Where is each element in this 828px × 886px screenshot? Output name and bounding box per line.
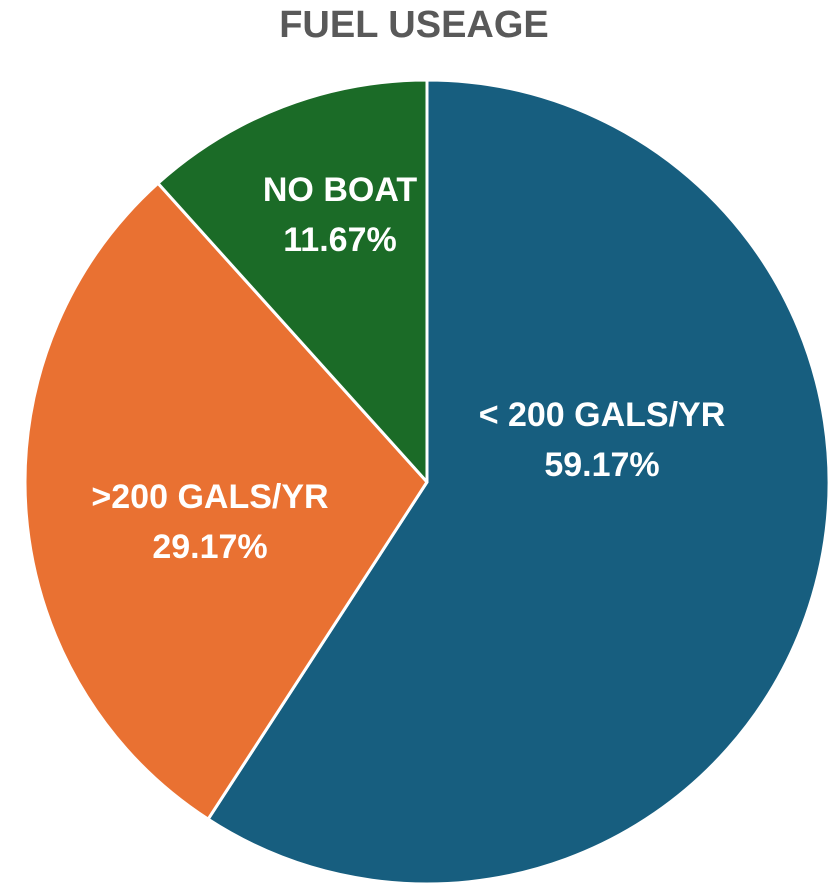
category-label: >200 GALS/YR [91,478,329,516]
value-label: 11.67% [283,221,397,259]
chart-title: FUEL USEAGE [279,4,549,46]
slice-label: < 200 GALS/YR 59.17% [422,390,782,490]
pie-slice [156,78,429,484]
pie-slice [206,78,828,886]
category-label: < 200 GALS/YR [478,396,726,434]
category-label: NO BOAT [262,171,418,209]
slice-label: NO BOAT 11.67% [260,165,420,265]
value-label: 59.17% [544,446,660,484]
pie-slice [23,181,429,821]
value-label: 29.17% [152,528,268,566]
slice-label: >200 GALS/YR 29.17% [30,472,390,572]
